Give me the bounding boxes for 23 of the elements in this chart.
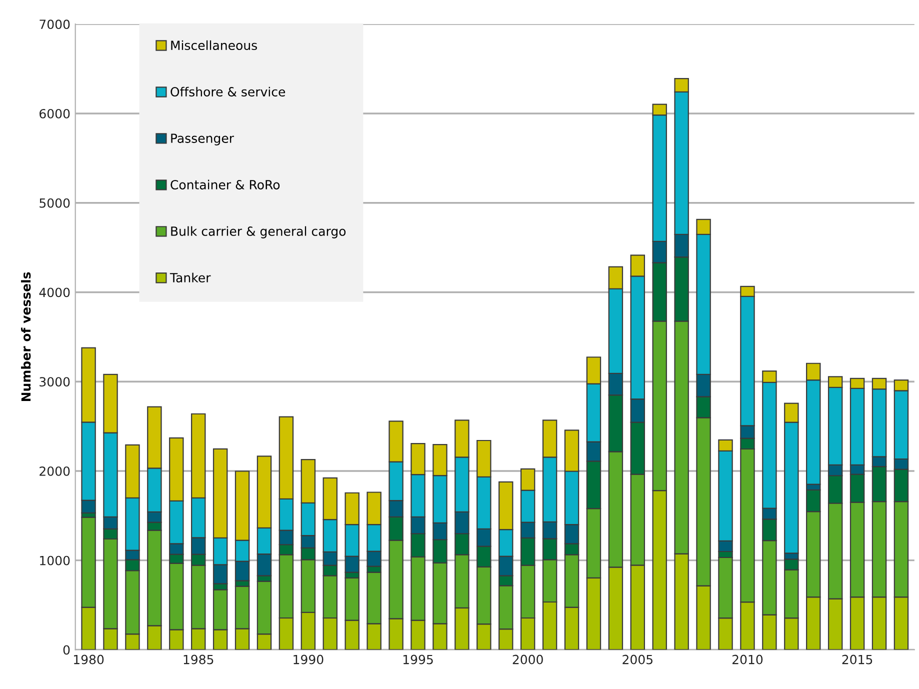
legend-label: Container & RoRo: [170, 180, 280, 190]
legend-label: Bulk carrier & general cargo: [171, 226, 346, 238]
x-tick-label: 1990: [294, 654, 324, 664]
y-axis-title: Number of vessels: [21, 272, 31, 401]
x-tick-label: 1985: [184, 654, 214, 664]
y-tick-label: 3000: [40, 377, 70, 387]
legend-label: Miscellaneous: [171, 40, 257, 50]
legend-label: Passenger: [171, 134, 234, 146]
x-tick-label: 2010: [732, 654, 763, 664]
x-tick-label: 2000: [512, 654, 543, 664]
legend-label: Offshore & service: [170, 86, 286, 97]
y-tick-label: 5000: [40, 198, 70, 208]
y-tick-label: 7000: [40, 20, 70, 30]
y-tick-label: 4000: [39, 288, 70, 298]
y-tick-label: 0: [63, 645, 70, 655]
y-tick-label: 6000: [40, 108, 70, 118]
legend-label: Tanker: [170, 272, 211, 282]
y-tick-label: 1000: [40, 556, 70, 566]
x-tick-label: 1980: [74, 654, 104, 664]
y-tick-label: 2000: [40, 466, 70, 476]
x-tick-label: 1995: [403, 654, 433, 664]
x-tick-label: 2005: [622, 654, 652, 664]
x-tick-label: 2015: [842, 654, 872, 664]
